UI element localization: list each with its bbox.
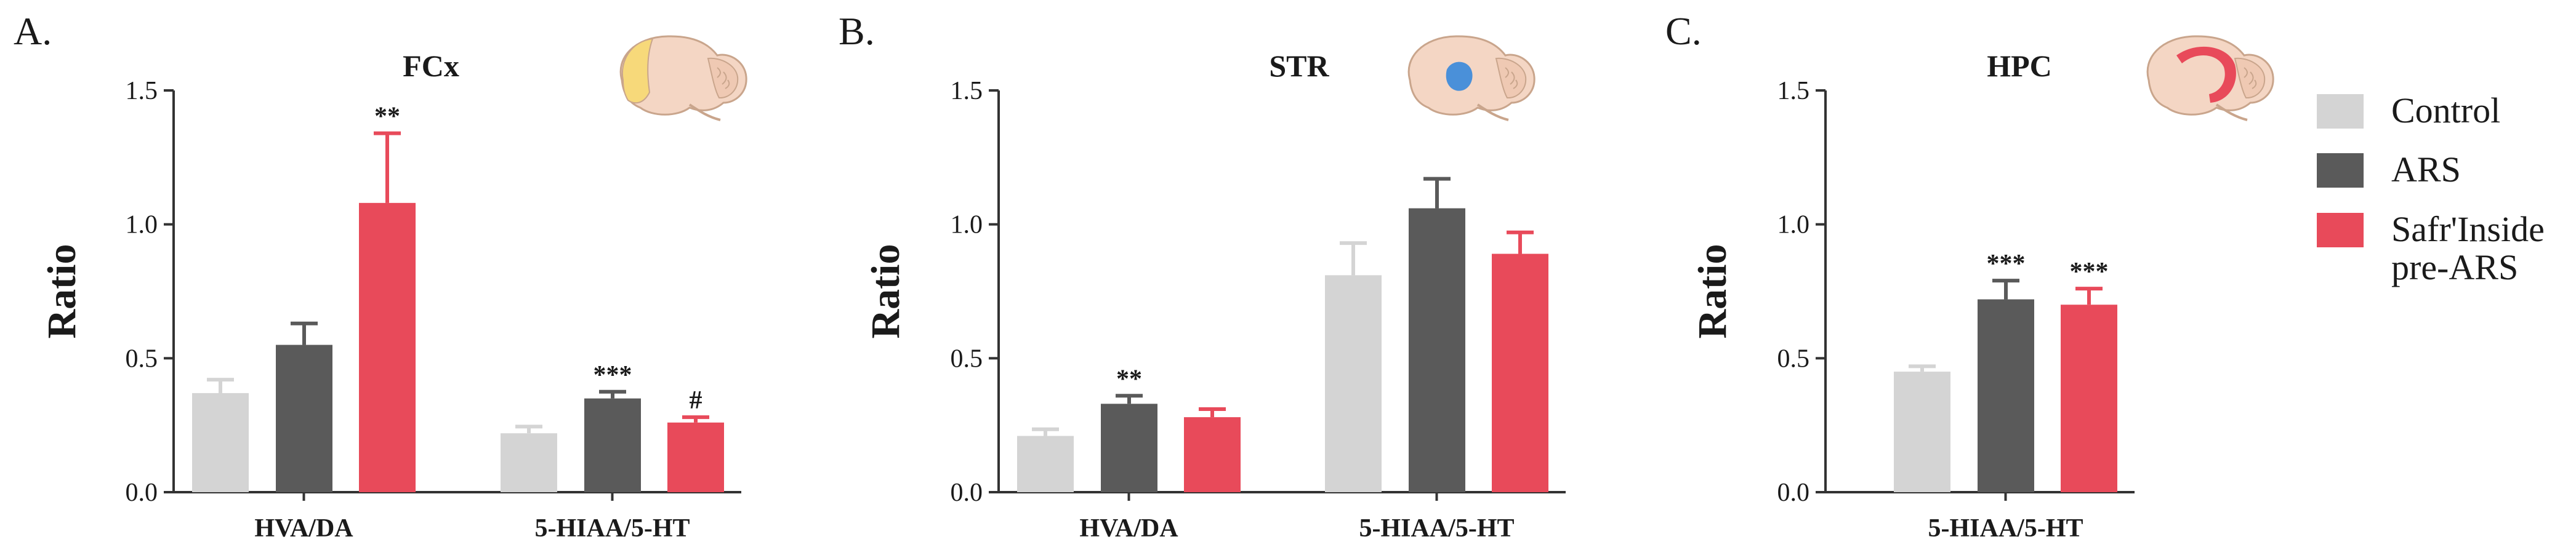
bar-control [192,393,249,492]
cerebellum [707,57,739,99]
legend-label: Safr'Inside [2391,209,2545,249]
panel-label: B. [839,9,875,53]
y-tick-label: 0.5 [126,345,158,373]
y-tick-label: 0.0 [1777,479,1810,507]
y-tick-label: 0.5 [1777,345,1810,373]
bar-control [1325,275,1382,492]
bar-ars [1101,404,1157,492]
brainstem [688,103,721,121]
cerebellum-folds [717,67,730,89]
bar-safrinside [667,422,724,492]
brain-outline [619,35,747,116]
bar-safrinside [359,202,416,492]
significance-label: *** [1987,250,2026,278]
panel-label: C. [1665,9,1702,53]
region-highlight [1446,62,1473,91]
region-highlight [621,38,654,104]
y-tick-label: 1.0 [126,211,158,239]
bar-control [501,433,557,492]
brainstem [1476,103,1509,121]
x-category-label: HVA/DA [1079,514,1178,543]
bar-control [1894,372,1950,492]
brain-striatum-icon [1407,35,1536,121]
panel-label: A. [14,9,52,53]
legend-swatch [2317,213,2364,247]
panel-fcx: A. FCx 0.0 0.5 1.0 1.5 Ratio HVA/DA ** 5-HIAA/5-H… [14,9,747,543]
y-tick-label: 1.0 [951,211,983,239]
region-title: STR [1269,49,1329,83]
legend-label: Control [2391,90,2500,130]
panel-str: B. STR 0.0 0.5 1.0 1.5 Ratio HVA/DA ** 5-HIAA/5-H… [839,9,1566,543]
y-tick-label: 0.0 [126,479,158,507]
region-highlight [2176,46,2236,103]
region-title: FCx [403,49,459,83]
y-tick-label: 0.0 [951,479,983,507]
cerebellum [2234,57,2266,99]
bar-control [1017,436,1074,492]
bar-safrinside [1184,417,1241,492]
significance-label: *** [2070,258,2109,286]
bar-safrinside [2061,305,2117,492]
panel-hpc: C. HPC 0.0 0.5 1.0 1.5 Ratio 5-HIAA/5-HT *** *** [1665,9,2274,543]
significance-label: ** [374,103,400,131]
legend-swatch [2317,94,2364,129]
region-title: HPC [1987,49,2052,83]
brainstem [2215,103,2248,121]
bar-ars [584,398,641,492]
cerebellum-folds [1505,67,1518,89]
x-category-label: 5-HIAA/5-HT [1928,514,2083,543]
y-axis-label: Ratio [863,244,908,339]
legend-swatch [2317,153,2364,188]
significance-label: # [690,386,702,415]
x-category-label: 5-HIAA/5-HT [535,514,690,543]
brain-hippocampus-icon [2146,35,2274,121]
y-axis-label: Ratio [1690,244,1735,339]
bar-ars [1409,208,1465,492]
significance-label: ** [1116,365,1142,393]
x-category-label: 5-HIAA/5-HT [1359,514,1515,543]
bar-ars [276,345,332,492]
y-tick-label: 1.5 [126,77,158,105]
legend-label: pre-ARS [2391,247,2518,287]
y-tick-label: 1.5 [951,77,983,105]
y-tick-label: 1.0 [1777,211,1810,239]
y-tick-label: 0.5 [951,345,983,373]
legend-label: ARS [2391,149,2461,189]
significance-label: *** [594,361,632,389]
bar-ars [1978,299,2034,492]
cerebellum [1495,57,1527,99]
y-tick-label: 1.5 [1777,77,1810,105]
x-category-label: HVA/DA [254,514,353,543]
y-axis-label: Ratio [39,244,84,339]
brain-frontal-cortex-icon [619,35,747,121]
cerebellum-folds [2244,67,2257,89]
bar-safrinside [1492,253,1548,492]
